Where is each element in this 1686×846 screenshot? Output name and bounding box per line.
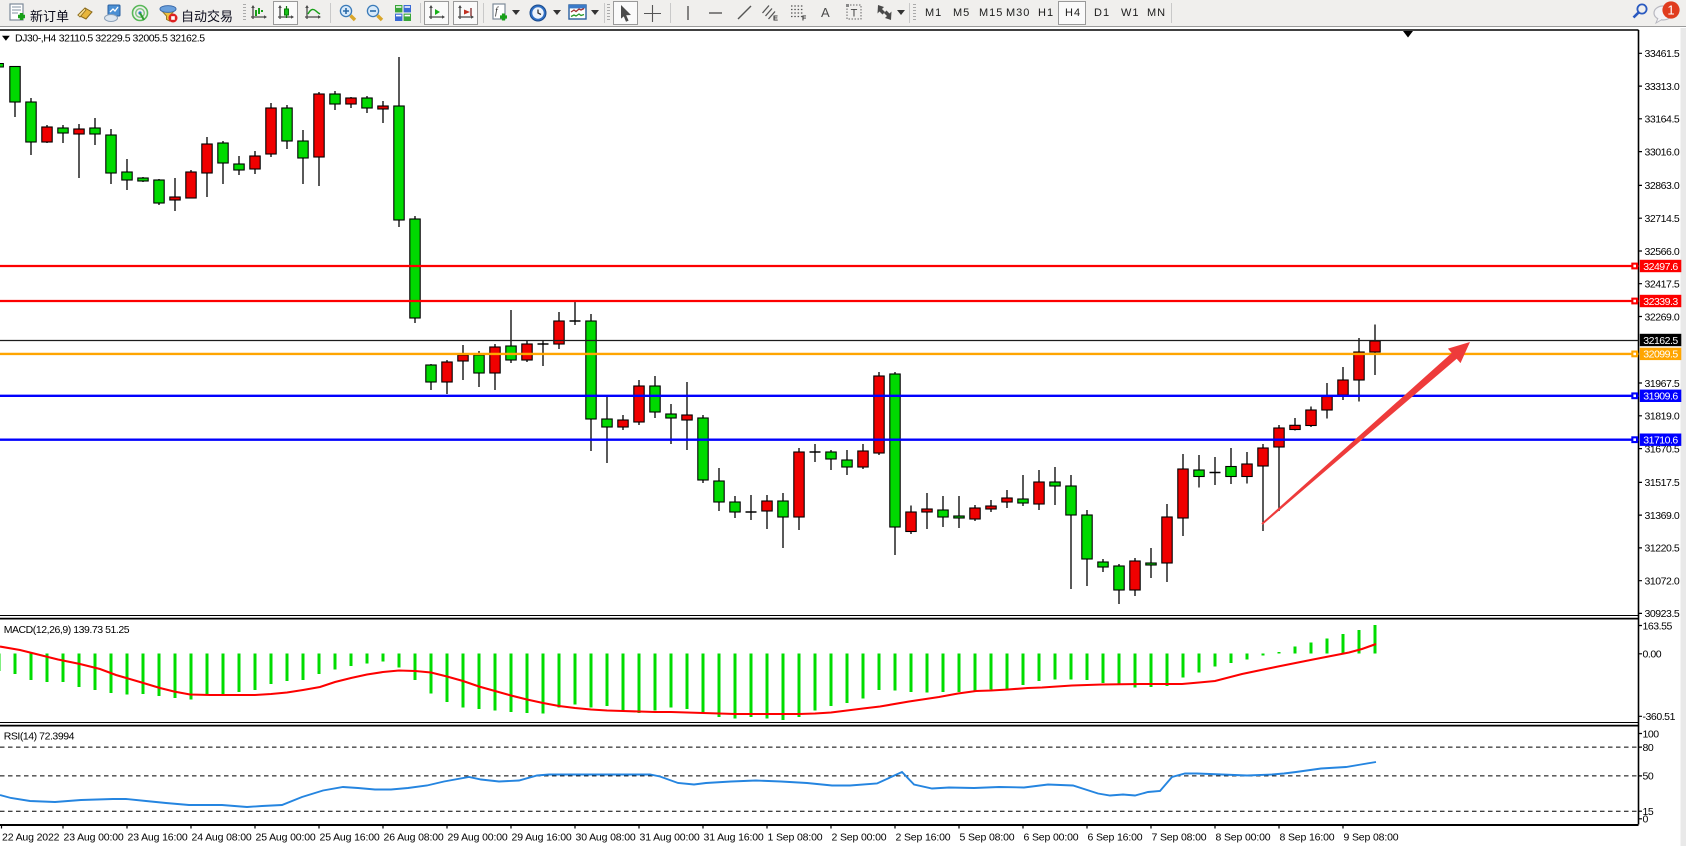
svg-text:32339.3: 32339.3 xyxy=(1643,296,1678,308)
svg-text:29 Aug 16:00: 29 Aug 16:00 xyxy=(512,832,572,844)
svg-text:32497.6: 32497.6 xyxy=(1643,261,1678,273)
svg-text:E: E xyxy=(773,14,778,22)
svg-text:163.55: 163.55 xyxy=(1643,620,1673,632)
svg-text:31 Aug 00:00: 31 Aug 00:00 xyxy=(640,832,700,844)
svg-text:32566.0: 32566.0 xyxy=(1645,246,1680,258)
svg-text:26 Aug 08:00: 26 Aug 08:00 xyxy=(384,832,444,844)
svg-text:31670.5: 31670.5 xyxy=(1645,443,1680,455)
svg-text:6 Sep 16:00: 6 Sep 16:00 xyxy=(1088,832,1143,844)
svg-text:30923.5: 30923.5 xyxy=(1645,608,1680,620)
svg-text:31517.5: 31517.5 xyxy=(1645,477,1680,489)
svg-text:9 Sep 08:00: 9 Sep 08:00 xyxy=(1344,832,1399,844)
svg-text:31369.0: 31369.0 xyxy=(1645,510,1680,522)
svg-text:23 Aug 16:00: 23 Aug 16:00 xyxy=(128,832,188,844)
svg-text:32269.0: 32269.0 xyxy=(1645,311,1680,323)
svg-text:50: 50 xyxy=(1643,771,1654,783)
svg-text:25 Aug 16:00: 25 Aug 16:00 xyxy=(320,832,380,844)
svg-text:7 Sep 08:00: 7 Sep 08:00 xyxy=(1152,832,1207,844)
svg-text:33461.5: 33461.5 xyxy=(1645,48,1680,60)
svg-text:32863.0: 32863.0 xyxy=(1645,180,1680,192)
svg-text:25 Aug 00:00: 25 Aug 00:00 xyxy=(256,832,316,844)
svg-text:1 Sep 08:00: 1 Sep 08:00 xyxy=(768,832,823,844)
svg-text:33313.0: 33313.0 xyxy=(1645,81,1680,93)
svg-text:32417.5: 32417.5 xyxy=(1645,279,1680,291)
svg-text:31819.0: 31819.0 xyxy=(1645,411,1680,423)
svg-text:32162.5: 32162.5 xyxy=(1643,335,1678,347)
svg-text:31220.5: 31220.5 xyxy=(1645,543,1680,555)
svg-text:-360.51: -360.51 xyxy=(1643,711,1676,723)
svg-text:33164.5: 33164.5 xyxy=(1645,114,1680,126)
svg-text:0.00: 0.00 xyxy=(1643,649,1662,661)
svg-text:15: 15 xyxy=(1643,806,1654,818)
svg-text:31 Aug 16:00: 31 Aug 16:00 xyxy=(704,832,764,844)
svg-text:F: F xyxy=(802,16,807,22)
svg-text:T: T xyxy=(851,8,858,20)
svg-text:8 Sep 00:00: 8 Sep 00:00 xyxy=(1216,832,1271,844)
svg-text:5 Sep 08:00: 5 Sep 08:00 xyxy=(960,832,1015,844)
svg-text:33016.0: 33016.0 xyxy=(1645,146,1680,158)
svg-text:31072.0: 31072.0 xyxy=(1645,576,1680,588)
svg-text:100: 100 xyxy=(1643,728,1660,740)
svg-text:8 Sep 16:00: 8 Sep 16:00 xyxy=(1280,832,1335,844)
svg-text:30 Aug 08:00: 30 Aug 08:00 xyxy=(576,832,636,844)
svg-text:32099.5: 32099.5 xyxy=(1643,349,1678,361)
svg-text:f: f xyxy=(495,6,499,17)
svg-text:2 Sep 00:00: 2 Sep 00:00 xyxy=(832,832,887,844)
svg-text:0: 0 xyxy=(1643,814,1649,826)
svg-text:32110.5 32229.5 32005.5 32162.: 32110.5 32229.5 32005.5 32162.5 xyxy=(59,32,205,44)
svg-text:1: 1 xyxy=(1667,3,1674,18)
svg-text:80: 80 xyxy=(1643,742,1654,754)
svg-text:6 Sep 00:00: 6 Sep 00:00 xyxy=(1024,832,1079,844)
svg-text:32714.5: 32714.5 xyxy=(1645,213,1680,225)
svg-text:MACD(12,26,9) 139.73 51.25: MACD(12,26,9) 139.73 51.25 xyxy=(4,624,130,636)
svg-text:RSI(14) 72.3994: RSI(14) 72.3994 xyxy=(4,731,75,743)
svg-text:22 Aug 2022: 22 Aug 2022 xyxy=(2,832,60,844)
svg-text:31967.5: 31967.5 xyxy=(1645,378,1680,390)
svg-text:2 Sep 16:00: 2 Sep 16:00 xyxy=(896,832,951,844)
svg-text:DJ30-,H4: DJ30-,H4 xyxy=(15,32,56,44)
svg-text:23 Aug 00:00: 23 Aug 00:00 xyxy=(64,832,124,844)
svg-text:29 Aug 00:00: 29 Aug 00:00 xyxy=(448,832,508,844)
svg-text:24 Aug 08:00: 24 Aug 08:00 xyxy=(192,832,252,844)
svg-text:31710.6: 31710.6 xyxy=(1643,435,1678,447)
svg-text:31909.6: 31909.6 xyxy=(1643,391,1678,403)
